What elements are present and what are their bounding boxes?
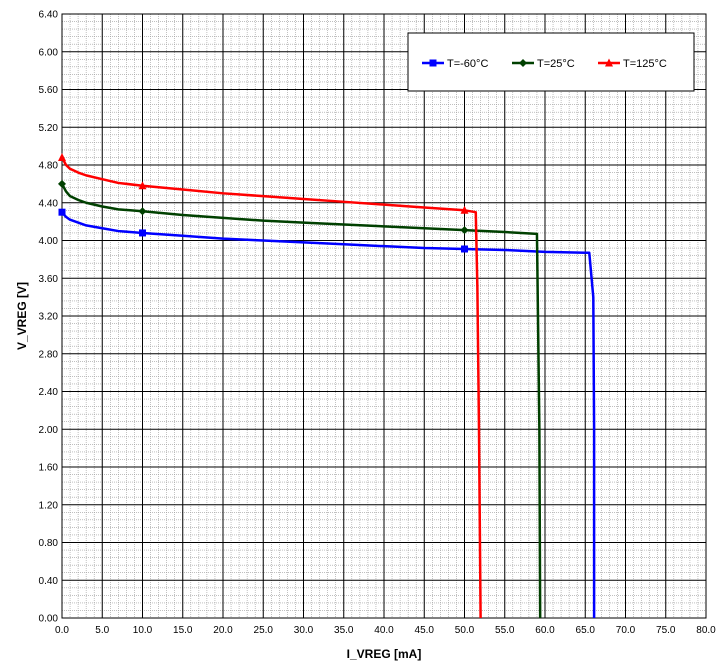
x-axis-title: I_VREG [mA]	[347, 647, 422, 661]
y-tick-labels: 0.00 0.40 0.80 1.20 1.60 2.00 2.40 2.80 3.20 3.60…	[39, 10, 59, 625]
x-tick-label: 35.0	[334, 625, 354, 636]
y-tick-label: 5.20	[39, 123, 59, 134]
legend-entry: T=25°C	[512, 58, 575, 70]
y-tick-label: 6.00	[39, 47, 59, 58]
x-tick-label: 55.0	[495, 625, 515, 636]
x-tick-label: 45.0	[415, 625, 435, 636]
y-tick-label: 3.60	[39, 274, 59, 285]
legend-label: T=125°C	[623, 58, 667, 70]
data-point	[58, 152, 66, 161]
plot-area-frame	[61, 13, 707, 619]
y-tick-label: 0.00	[39, 614, 59, 625]
data-point	[58, 179, 66, 188]
y-tick-label: 4.80	[39, 161, 59, 172]
y-tick-label: 2.00	[39, 425, 59, 436]
x-tick-label: 50.0	[455, 625, 475, 636]
series-2	[58, 179, 542, 619]
x-tick-label: 30.0	[294, 625, 314, 636]
series-line	[60, 183, 542, 619]
y-tick-label: 1.20	[39, 500, 59, 511]
x-tick-label: 60.0	[535, 625, 555, 636]
x-tick-label: 0.0	[55, 625, 69, 636]
legend-marker	[519, 59, 527, 67]
y-axis-title: V_VREG [V]	[15, 282, 29, 350]
legend-label: T=-60°C	[447, 58, 488, 70]
y-tick-label: 6.40	[39, 10, 59, 21]
legend-marker	[605, 58, 613, 67]
legend-label: T=25°C	[537, 58, 575, 70]
series-1	[58, 208, 596, 618]
series-layer	[58, 152, 596, 619]
y-tick-label: 0.80	[39, 538, 59, 549]
x-tick-label: 10.0	[133, 625, 153, 636]
y-tick-label: 0.40	[39, 576, 59, 587]
legend-entry: T=125°C	[598, 58, 667, 70]
data-point	[461, 245, 468, 253]
x-tick-label: 80.0	[696, 625, 716, 636]
x-tick-label: 5.0	[95, 625, 109, 636]
legend-entry: T=-60°C	[422, 58, 488, 70]
y-tick-label: 2.80	[39, 349, 59, 360]
legend-marker	[429, 59, 437, 67]
y-tick-label: 4.40	[39, 198, 59, 209]
x-tick-label: 75.0	[656, 625, 676, 636]
x-tick-label: 15.0	[173, 625, 193, 636]
data-point	[58, 208, 66, 216]
legend: T=-60°C T=25°C T=125°C	[407, 32, 695, 92]
y-tick-label: 2.40	[39, 387, 59, 398]
data-point	[138, 207, 147, 216]
y-tick-label: 3.20	[39, 312, 59, 323]
x-tick-labels: 0.0 5.0 10.0 15.0 20.0 25.0 30.0 35.0 40.0 45.0 50…	[55, 625, 716, 636]
data-point	[460, 205, 469, 214]
x-tick-label: 70.0	[616, 625, 636, 636]
y-tick-label: 4.00	[39, 236, 59, 247]
data-point	[460, 226, 469, 235]
x-tick-label: 20.0	[213, 625, 233, 636]
legend-box	[407, 32, 695, 92]
series-3	[58, 152, 482, 619]
series-line	[60, 156, 482, 619]
series-line	[61, 211, 596, 618]
y-tick-label: 1.60	[39, 463, 59, 474]
x-tick-label: 65.0	[576, 625, 596, 636]
data-point	[139, 229, 146, 237]
data-point	[138, 181, 147, 190]
y-tick-label: 5.60	[39, 85, 59, 96]
x-tick-label: 25.0	[254, 625, 274, 636]
x-tick-label: 40.0	[374, 625, 394, 636]
